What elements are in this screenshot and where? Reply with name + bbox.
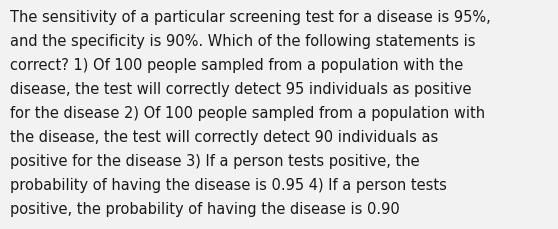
Text: the disease, the test will correctly detect 90 individuals as: the disease, the test will correctly det… (10, 129, 438, 144)
Text: for the disease 2) Of 100 people sampled from a population with: for the disease 2) Of 100 people sampled… (10, 106, 485, 120)
Text: and the specificity is 90%. Which of the following statements is: and the specificity is 90%. Which of the… (10, 34, 475, 49)
Text: probability of having the disease is 0.95 4) If a person tests: probability of having the disease is 0.9… (10, 177, 447, 192)
Text: The sensitivity of a particular screening test for a disease is 95%,: The sensitivity of a particular screenin… (10, 10, 491, 25)
Text: disease, the test will correctly detect 95 individuals as positive: disease, the test will correctly detect … (10, 82, 472, 97)
Text: correct? 1) Of 100 people sampled from a population with the: correct? 1) Of 100 people sampled from a… (10, 58, 463, 73)
Text: positive, the probability of having the disease is 0.90: positive, the probability of having the … (10, 201, 400, 216)
Text: positive for the disease 3) If a person tests positive, the: positive for the disease 3) If a person … (10, 153, 420, 168)
